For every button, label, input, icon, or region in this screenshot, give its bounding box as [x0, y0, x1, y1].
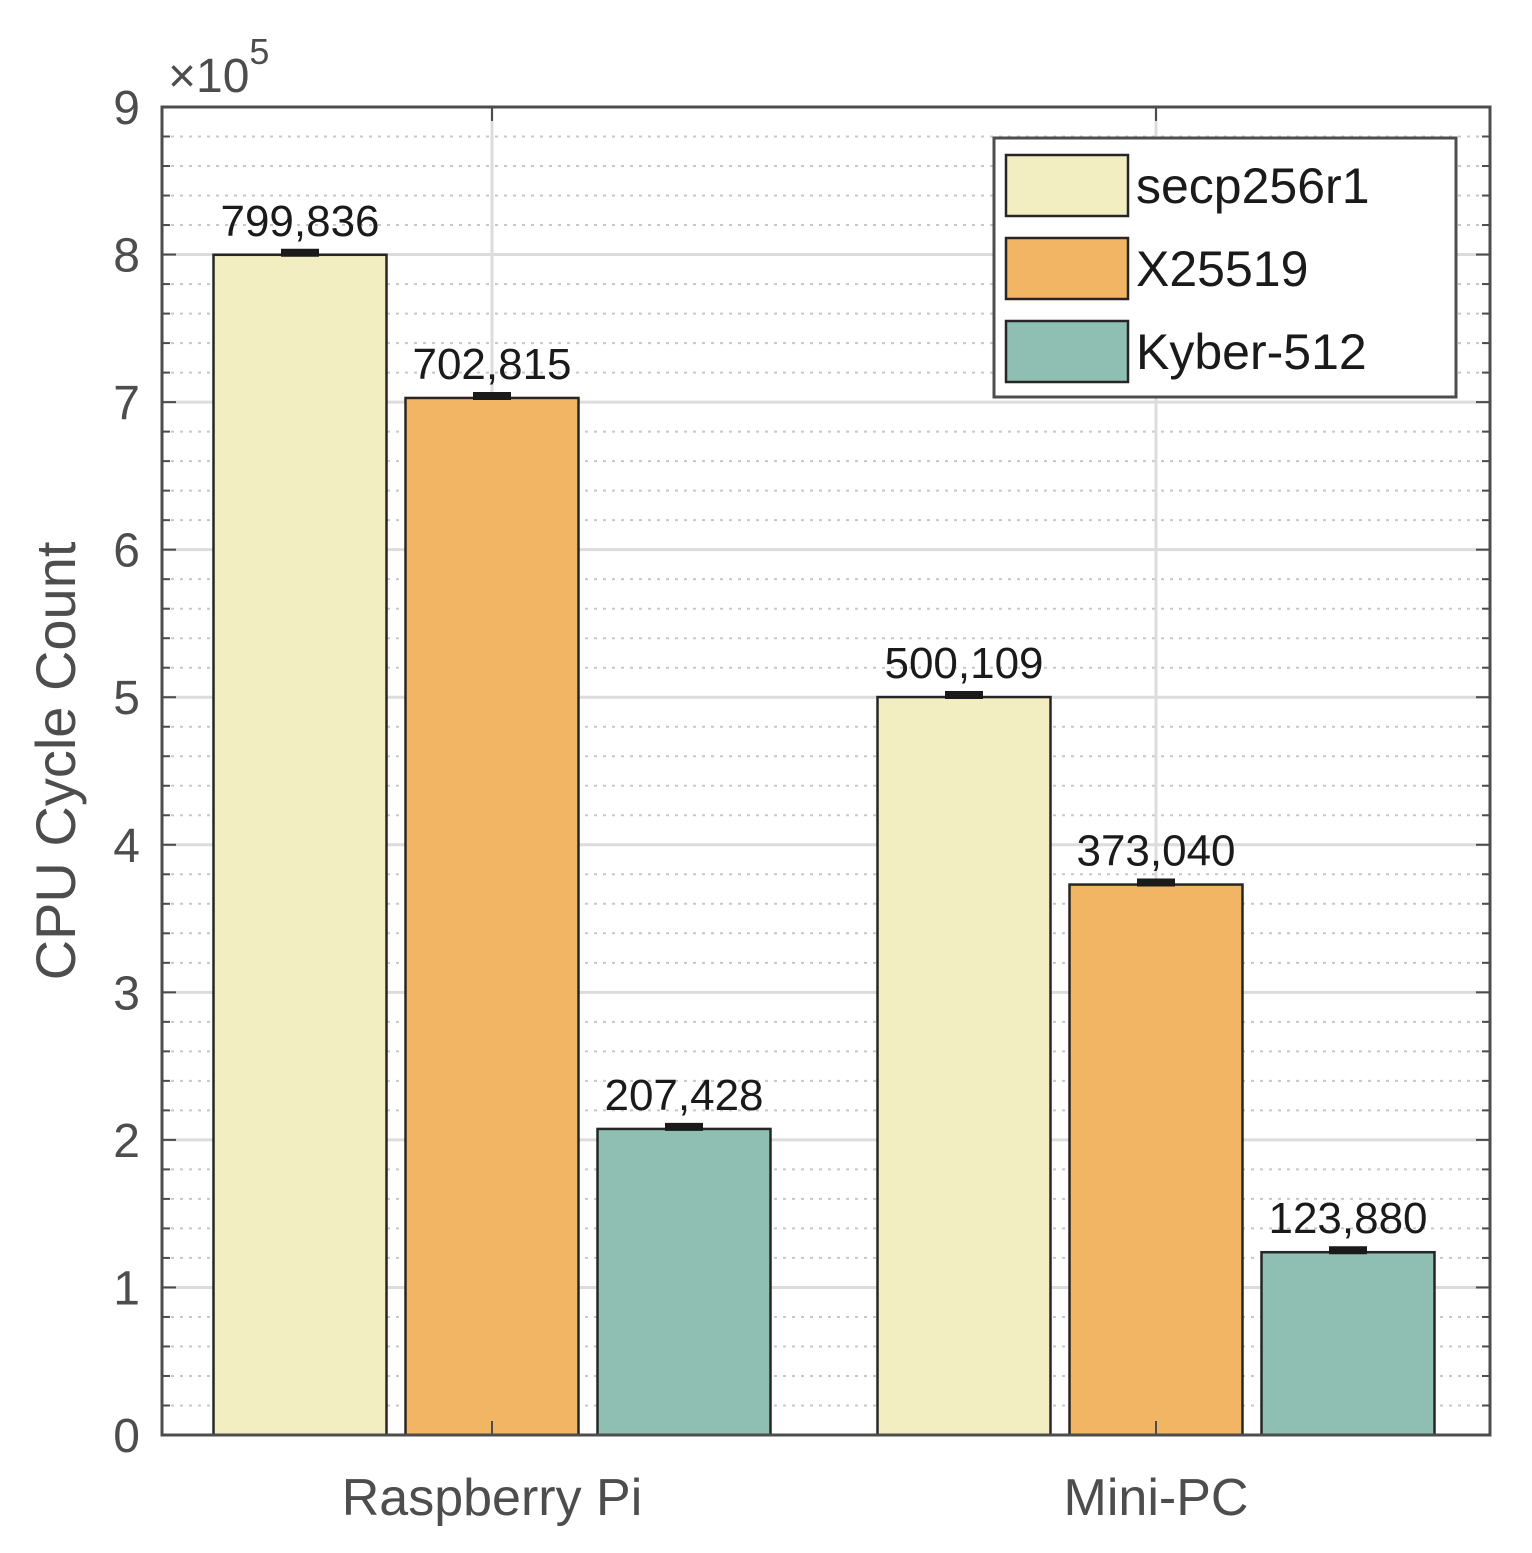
bar-kyber-512-mini-pc	[1260, 1250, 1436, 1437]
data-label: 702,815	[412, 340, 571, 389]
bar-secp256r1-raspberry-pi	[212, 253, 388, 1437]
legend-label-kyber-512: Kyber-512	[1136, 324, 1367, 380]
data-label: 799,836	[220, 197, 379, 246]
y-tick-label: 1	[113, 1262, 140, 1315]
bar-secp256r1-mini-pc	[876, 695, 1052, 1437]
y-tick-label: 7	[113, 377, 140, 430]
axes-box	[160, 105, 1492, 1437]
y-tick-label: 2	[113, 1115, 140, 1168]
y-tick-label: 8	[113, 230, 140, 283]
legend-swatch-secp256r1	[1004, 153, 1130, 218]
bar-x25519-raspberry-pi	[404, 396, 580, 1437]
y-exponent-power: 5	[249, 31, 269, 72]
legend-swatch-x25519	[1004, 236, 1130, 301]
legend-label-x25519: X25519	[1136, 241, 1308, 297]
y-tick-label: 9	[113, 82, 140, 135]
category-label: Raspberry Pi	[342, 1469, 643, 1527]
y-tick-label: 0	[113, 1410, 140, 1463]
data-label: 373,040	[1076, 827, 1235, 876]
y-tick-label: 5	[113, 672, 140, 725]
category-label: Mini-PC	[1064, 1469, 1249, 1527]
bar-kyber-512-raspberry-pi	[596, 1127, 772, 1437]
data-label: 207,428	[604, 1071, 763, 1120]
legend-swatch-kyber-512	[1004, 319, 1130, 384]
y-tick-label: 4	[113, 820, 140, 873]
legend: secp256r1 X25519 Kyber-512	[992, 136, 1458, 399]
y-exponent-label: ×105	[168, 31, 269, 103]
axes-layer: 0 1 2 3 4 5 6 7 8 9	[113, 82, 1492, 1463]
label-layer: Raspberry Pi 799,836 702,815 207,428 Mini-PC…	[24, 31, 1428, 1527]
y-exponent-base: ×10	[168, 50, 249, 103]
y-tick-label: 3	[113, 967, 140, 1020]
data-label: 123,880	[1268, 1194, 1427, 1243]
data-label: 500,109	[884, 639, 1043, 688]
bar-x25519-mini-pc	[1068, 883, 1244, 1437]
y-tick-label: 6	[113, 525, 140, 578]
legend-label-secp256r1: secp256r1	[1136, 158, 1370, 214]
bar-layer	[212, 248, 1436, 1437]
y-axis-label: CPU Cycle Count	[24, 541, 87, 980]
